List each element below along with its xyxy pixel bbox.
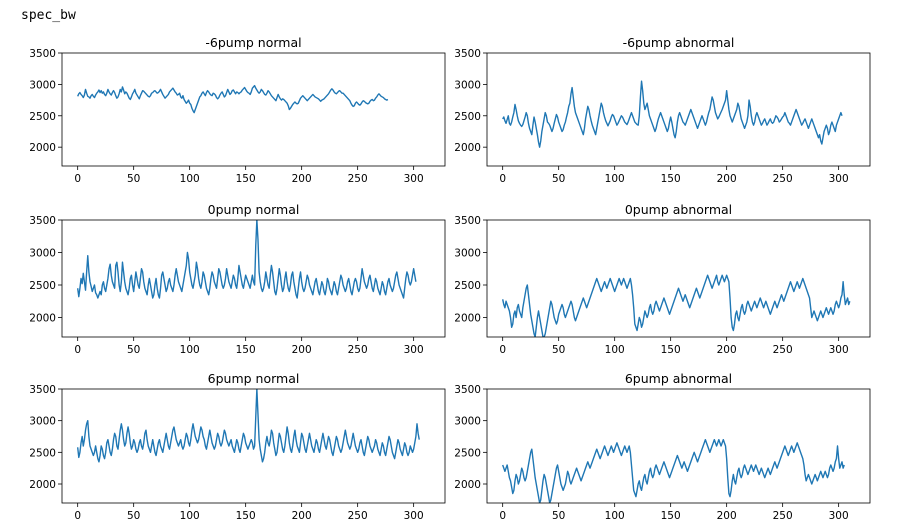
subplot-4: 0 50 100 150 200 250 300 2000 2500 3000 3500 6pump … <box>29 371 446 522</box>
y-tick-label: 3500 <box>29 384 56 396</box>
y-tick-label: 3000 <box>454 416 481 428</box>
chart-title: 0pump abnormal <box>625 202 732 217</box>
series-line-0-0 <box>77 84 389 114</box>
x-tick-label: 50 <box>127 173 140 185</box>
series-line-1-0 <box>502 80 843 148</box>
y-tick-label: 3500 <box>454 48 481 60</box>
x-tick-label: 150 <box>661 173 681 185</box>
y-tick-label: 2000 <box>454 479 481 491</box>
axes-frame <box>61 52 446 167</box>
series-line-5-0 <box>502 438 845 503</box>
series-line-4-0 <box>76 389 420 463</box>
y-tick-label: 2500 <box>29 280 56 292</box>
y-tick-label: 3000 <box>454 79 481 91</box>
chart-title: -6pump normal <box>205 35 301 50</box>
x-tick-label: 100 <box>180 173 200 185</box>
axes-frame <box>61 388 446 504</box>
x-tick-label: 50 <box>552 344 565 356</box>
chart-title: 6pump normal <box>208 371 300 386</box>
x-tick-label: 100 <box>605 510 625 522</box>
x-tick-label: 100 <box>180 510 200 522</box>
x-tick-label: 50 <box>552 510 565 522</box>
subplot-2: 0 50 100 150 200 250 300 2000 2500 3000 3500 0pump … <box>29 202 446 356</box>
x-tick-label: 50 <box>127 510 140 522</box>
x-tick-label: 100 <box>605 344 625 356</box>
x-tick-label: 300 <box>829 510 849 522</box>
x-tick-label: 0 <box>74 173 81 185</box>
x-tick-label: 250 <box>773 173 793 185</box>
y-tick-label: 3500 <box>29 48 56 60</box>
subplot-5: 0 50 100 150 200 250 300 2000 2500 3000 3500 6pump … <box>454 371 871 522</box>
subplot-1: 0 50 100 150 200 250 300 2000 2500 3000 3500 -6pump… <box>454 35 871 185</box>
x-tick-label: 50 <box>127 344 140 356</box>
axes-frame <box>61 219 446 338</box>
x-tick-label: 200 <box>292 510 312 522</box>
axes-frame <box>486 388 871 504</box>
x-tick-label: 200 <box>717 510 737 522</box>
x-tick-label: 300 <box>829 173 849 185</box>
x-tick-label: 250 <box>348 173 368 185</box>
x-tick-label: 150 <box>236 344 256 356</box>
x-tick-label: 0 <box>499 344 506 356</box>
series-line-3-0 <box>501 274 851 337</box>
y-tick-label: 3500 <box>29 215 56 227</box>
y-tick-label: 2500 <box>454 280 481 292</box>
y-tick-label: 2500 <box>454 111 481 123</box>
x-tick-label: 150 <box>236 510 256 522</box>
x-tick-label: 50 <box>552 173 565 185</box>
x-tick-label: 150 <box>661 344 681 356</box>
x-tick-label: 250 <box>348 344 368 356</box>
x-tick-label: 250 <box>773 510 793 522</box>
page-label: spec_bw <box>21 8 76 23</box>
subplot-3: 0 50 100 150 200 250 300 2000 2500 3000 3500 0pump … <box>454 202 871 356</box>
x-tick-label: 300 <box>404 344 424 356</box>
x-tick-label: 150 <box>236 173 256 185</box>
y-tick-label: 2000 <box>29 313 56 325</box>
x-tick-label: 250 <box>773 344 793 356</box>
x-tick-label: 100 <box>180 344 200 356</box>
x-tick-label: 100 <box>605 173 625 185</box>
y-tick-label: 2500 <box>454 447 481 459</box>
y-tick-label: 2000 <box>454 313 481 325</box>
y-tick-label: 3000 <box>29 79 56 91</box>
x-tick-label: 200 <box>292 173 312 185</box>
y-tick-label: 2000 <box>29 479 56 491</box>
chart-title: -6pump abnormal <box>623 35 735 50</box>
x-tick-label: 300 <box>829 344 849 356</box>
x-tick-label: 0 <box>74 344 81 356</box>
y-tick-label: 2500 <box>29 111 56 123</box>
x-tick-label: 200 <box>292 344 312 356</box>
x-tick-label: 200 <box>717 344 737 356</box>
y-tick-label: 2000 <box>454 142 481 154</box>
x-tick-label: 300 <box>404 510 424 522</box>
x-tick-label: 200 <box>717 173 737 185</box>
x-tick-label: 300 <box>404 173 424 185</box>
x-tick-label: 0 <box>499 173 506 185</box>
y-tick-label: 2000 <box>29 142 56 154</box>
chart-title: 0pump normal <box>208 202 300 217</box>
x-tick-label: 150 <box>661 510 681 522</box>
y-tick-label: 3500 <box>454 384 481 396</box>
chart-title: 6pump abnormal <box>625 371 732 386</box>
series-line-2-0 <box>76 220 417 299</box>
y-tick-label: 3000 <box>454 248 481 260</box>
y-tick-label: 3000 <box>29 248 56 260</box>
subplot-0: 0 50 100 150 200 250 300 2000 2500 3000 3500 -6pump… <box>29 35 446 185</box>
y-tick-label: 2500 <box>29 447 56 459</box>
x-tick-label: 0 <box>74 510 81 522</box>
axes-frame <box>486 219 871 338</box>
x-tick-label: 0 <box>499 510 506 522</box>
y-tick-label: 3500 <box>454 215 481 227</box>
y-tick-label: 3000 <box>29 416 56 428</box>
axes-frame <box>486 52 871 167</box>
x-tick-label: 250 <box>348 510 368 522</box>
